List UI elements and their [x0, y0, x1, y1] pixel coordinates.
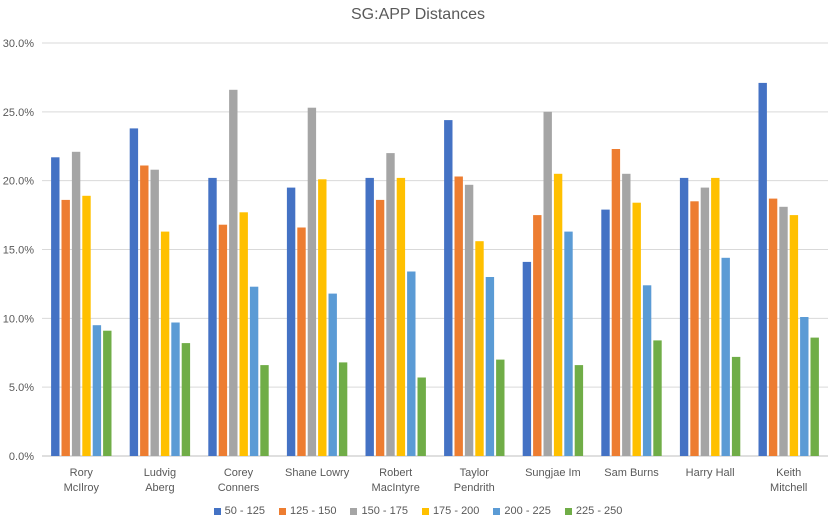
bar — [574, 365, 584, 456]
legend-swatch — [564, 507, 572, 515]
bar — [533, 215, 542, 456]
bar — [92, 325, 102, 456]
legend-label: 200 - 225 — [504, 505, 551, 517]
bar — [690, 201, 699, 456]
bar — [160, 231, 170, 456]
y-tick-label: 25.0% — [3, 107, 34, 119]
bar — [375, 199, 385, 456]
y-tick-label: 0.0% — [9, 451, 34, 463]
x-tick-label: Harry Hall — [686, 467, 735, 479]
legend-item: 50 - 125 — [213, 505, 265, 517]
bar — [464, 184, 474, 457]
bar — [218, 224, 228, 456]
bar — [386, 153, 395, 456]
legend-swatch — [493, 507, 501, 515]
legend-label: 175 - 200 — [432, 505, 480, 517]
bar — [297, 227, 306, 456]
bar — [485, 277, 495, 456]
bar — [454, 176, 463, 456]
bar — [260, 365, 269, 456]
bar — [444, 120, 453, 456]
legend-swatch — [213, 507, 221, 515]
bar — [622, 173, 631, 457]
bar — [779, 206, 788, 456]
bar — [611, 149, 621, 456]
x-tick-label: Robert MacIntyre — [372, 467, 420, 494]
bar — [129, 128, 139, 456]
bar — [82, 195, 91, 457]
legend-label: 150 - 175 — [361, 505, 408, 517]
bar — [653, 340, 662, 456]
bar — [522, 261, 532, 456]
legend-label: 50 - 125 — [224, 505, 265, 517]
bar — [249, 286, 259, 456]
bar — [601, 209, 610, 456]
bar — [768, 198, 778, 456]
bar — [150, 169, 159, 456]
legend-item: 150 - 175 — [350, 505, 408, 517]
x-tick-label: Ludvig Aberg — [144, 467, 176, 494]
bar — [789, 215, 799, 456]
bar — [553, 173, 563, 457]
bar — [103, 330, 112, 456]
legend-label: 125 - 150 — [289, 505, 337, 517]
bar — [365, 177, 374, 456]
bar — [407, 271, 416, 456]
bar — [286, 187, 296, 456]
y-tick-label: 15.0% — [3, 245, 34, 257]
y-tick-label: 5.0% — [9, 382, 34, 394]
legend-swatch — [421, 507, 429, 515]
x-tick-label: Corey Conners — [218, 467, 260, 494]
x-tick-label: Sam Burns — [604, 467, 659, 479]
bar — [810, 337, 819, 456]
bar — [140, 165, 149, 456]
legend-item: 175 - 200 — [421, 505, 480, 517]
bar — [171, 322, 180, 456]
bar — [496, 359, 505, 456]
bar — [208, 177, 217, 456]
x-tick-label: Taylor Pendrith — [454, 467, 495, 494]
legend-item: 125 - 150 — [278, 505, 337, 517]
bar — [318, 179, 327, 457]
chart-title: SG:APP Distances — [351, 6, 485, 23]
bar — [417, 377, 426, 456]
x-tick-label: Shane Lowry — [285, 467, 350, 479]
bar — [711, 177, 720, 456]
legend-label: 225 - 250 — [575, 505, 623, 517]
bar — [229, 89, 238, 457]
legend-item: 200 - 225 — [493, 505, 551, 517]
bar — [307, 107, 317, 456]
bar — [543, 111, 552, 457]
x-tick-label: Rory McIlroy — [64, 467, 100, 494]
bar — [632, 202, 641, 456]
bar — [328, 293, 337, 456]
bar — [475, 241, 484, 456]
bar — [642, 285, 652, 456]
bar — [731, 356, 741, 456]
x-tick-label: Keith Mitchell — [770, 467, 807, 494]
y-tick-label: 10.0% — [3, 313, 34, 325]
bar — [679, 177, 689, 456]
legend-swatch — [278, 507, 286, 515]
bar — [800, 317, 809, 456]
bar — [181, 343, 191, 456]
bar — [564, 231, 573, 456]
y-tick-label: 20.0% — [3, 176, 34, 188]
bar — [721, 257, 730, 456]
bar — [51, 157, 60, 457]
y-tick-label: 30.0% — [3, 38, 34, 50]
x-tick-label: Sungjae Im — [525, 467, 581, 479]
bar — [396, 177, 406, 456]
bar — [338, 362, 348, 456]
bar — [758, 82, 767, 457]
bar — [71, 151, 81, 457]
legend: 50 - 125 125 - 150 150 - 175 175 - 200 200 -… — [0, 505, 836, 517]
legend-item: 225 - 250 — [564, 505, 623, 517]
bar — [61, 199, 70, 456]
bar — [239, 212, 248, 456]
bar — [700, 187, 710, 456]
legend-swatch — [350, 507, 358, 515]
